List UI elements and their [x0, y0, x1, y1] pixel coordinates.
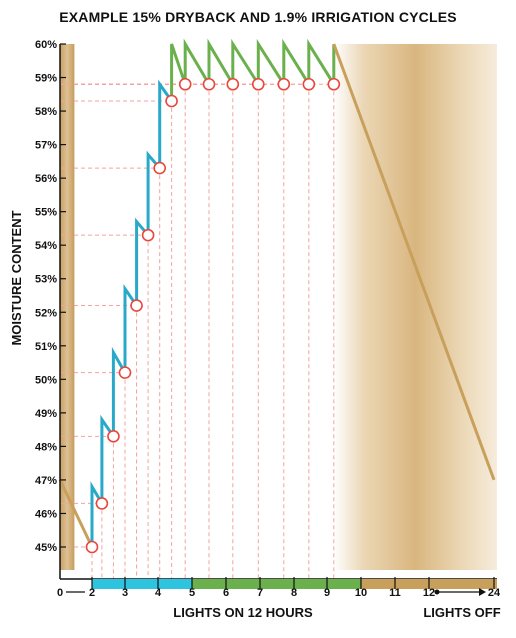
lights-on-bar-maintenance	[192, 579, 361, 589]
series-lights_off	[58, 479, 94, 548]
y-tick-labels: 45% 46% 47% 48% 49% 50% 51% 52% 53% 54% 55% 56% 57% 5…	[35, 39, 57, 554]
y-tick-label: 55%	[35, 207, 57, 219]
cycle-marker	[251, 77, 265, 91]
y-tick-label: 48%	[35, 441, 57, 453]
lights-off-shading	[60, 44, 497, 570]
x-tick-label: 8	[291, 587, 297, 599]
y-tick-label: 58%	[35, 106, 57, 118]
x-tick-label: 3	[122, 587, 128, 599]
y-tick-label: 46%	[35, 508, 57, 520]
x-tick-label: 2	[89, 587, 95, 599]
cycle-marker	[226, 77, 240, 91]
x-axis-label-lights-on: LIGHTS ON 12 HOURS	[173, 605, 313, 620]
cycle-marker	[302, 77, 316, 91]
x-tick-label: 11	[389, 587, 401, 599]
series-maintenance	[170, 38, 336, 101]
cycle-marker	[277, 77, 291, 91]
cycle-marker	[327, 77, 341, 91]
y-tick-label: 51%	[35, 341, 57, 353]
cycle-marker	[178, 77, 192, 91]
y-tick-label: 54%	[35, 240, 57, 252]
x-break-arrow	[479, 588, 486, 596]
x-tick-label: 6	[223, 587, 229, 599]
y-tick-label: 56%	[35, 173, 57, 185]
cycle-marker	[165, 94, 178, 108]
y-tick-label: 49%	[35, 408, 57, 420]
x-tick-label: 4	[155, 587, 162, 599]
cycle-markers	[85, 77, 341, 554]
x-tick-label: 10	[355, 587, 367, 599]
cycle-marker	[118, 366, 132, 379]
cycle-marker	[85, 540, 99, 554]
cycle-marker	[95, 497, 109, 510]
y-tick-label: 60%	[35, 39, 57, 51]
x-tick-label: 5	[189, 587, 195, 599]
cycle-marker	[202, 77, 216, 91]
series-lights_off	[332, 43, 496, 481]
axes	[59, 43, 497, 596]
y-tick-label: 45%	[35, 542, 57, 554]
cycle-marker	[130, 299, 143, 312]
y-tick-label: 57%	[35, 140, 57, 152]
y-tick-label: 53%	[35, 274, 57, 286]
x-tick-labels: 0 2 3 4 5 6 7 8 9 10 11 12 24	[57, 587, 501, 599]
x-tick-label: 7	[257, 587, 263, 599]
x-tick-label: 24	[488, 587, 501, 599]
y-tick-label: 50%	[35, 374, 57, 386]
x-axis-label-lights-off: LIGHTS OFF	[423, 605, 500, 620]
x-tick-label: 0	[57, 587, 63, 599]
cycle-marker	[141, 228, 155, 242]
lights-off-region	[60, 44, 75, 570]
cycle-marker	[153, 161, 166, 175]
x-tick-label: 12	[423, 587, 435, 599]
lights-off-region	[333, 44, 497, 570]
x-tick-label: 9	[324, 587, 330, 599]
y-axis-label: MOISTURE CONTENT	[9, 210, 24, 345]
y-tick-label: 52%	[35, 307, 57, 319]
y-tick-label: 59%	[35, 73, 57, 85]
lights-on-bar-rampup	[92, 579, 192, 589]
cycle-marker	[107, 430, 120, 443]
y-tick-label: 47%	[35, 475, 57, 487]
guide-lines	[60, 83, 335, 579]
chart-title: EXAMPLE 15% DRYBACK AND 1.9% IRRIGATION …	[59, 9, 457, 25]
